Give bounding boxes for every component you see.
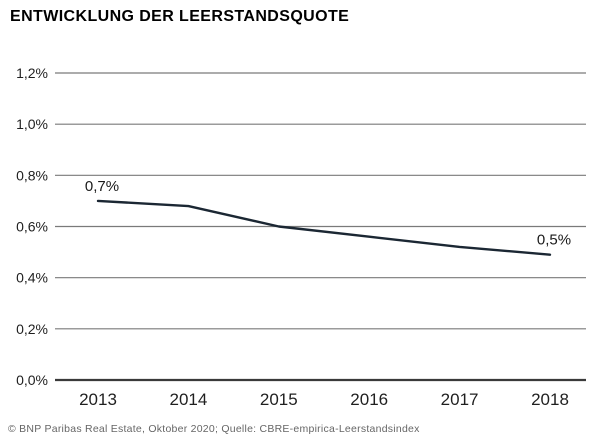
chart-title: ENTWICKLUNG DER LEERSTANDSQUOTE bbox=[10, 8, 350, 25]
vacancy-rate-series-line bbox=[96, 199, 552, 256]
x-tick-label: 2016 bbox=[350, 390, 388, 409]
point-label: 0,7% bbox=[85, 178, 119, 195]
x-tick-label: 2017 bbox=[441, 390, 479, 409]
point-label-backdrop bbox=[78, 176, 126, 195]
x-tick-label: 2014 bbox=[169, 390, 207, 409]
y-tick-label: 0,4% bbox=[16, 270, 48, 286]
y-tick-label: 1,2% bbox=[16, 65, 48, 81]
y-tick-label: 0,2% bbox=[16, 321, 48, 337]
x-tick-label: 2013 bbox=[79, 390, 117, 409]
y-tick-label: 0,6% bbox=[16, 219, 48, 235]
source-credit: © BNP Paribas Real Estate, Oktober 2020;… bbox=[8, 423, 420, 435]
point-label-backdrop bbox=[530, 230, 578, 249]
y-tick-label: 0,0% bbox=[16, 372, 48, 388]
point-label: 0,5% bbox=[537, 232, 571, 249]
y-tick-label: 1,0% bbox=[16, 116, 48, 132]
x-tick-label: 2015 bbox=[260, 390, 298, 409]
x-tick-label: 2018 bbox=[531, 390, 569, 409]
y-tick-label: 0,8% bbox=[16, 167, 48, 183]
